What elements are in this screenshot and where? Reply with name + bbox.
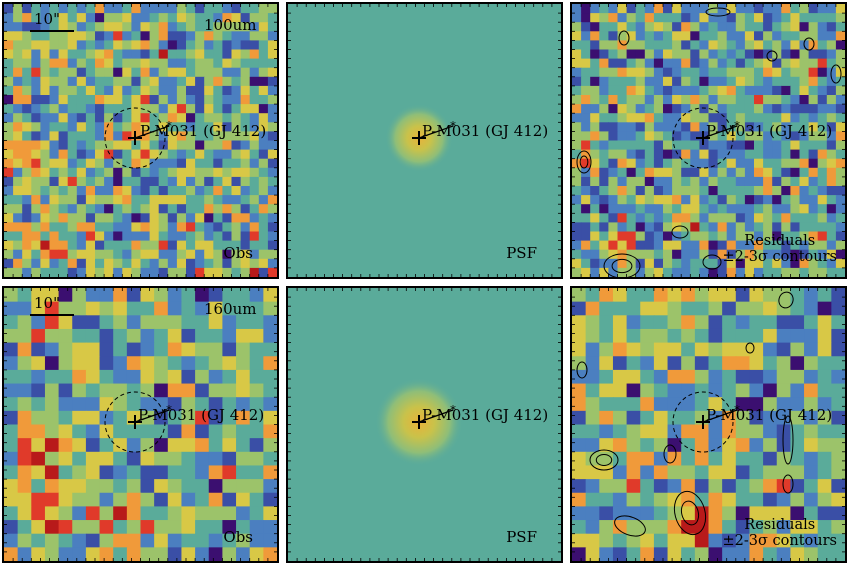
obs-map-100um: * [4, 4, 277, 277]
source-marker: * [104, 391, 172, 453]
psf-panel-160um: * P-M031 (GJ 412) PSF [286, 286, 563, 563]
psf-map-100um: * [288, 4, 561, 277]
obs-panel-100um: * 10" 100um P-M031 (GJ 412) Obs [2, 2, 279, 279]
source-label: P-M031 (GJ 412) [706, 406, 833, 424]
asterisk-icon: * [450, 403, 456, 417]
band-label: 100um [204, 16, 257, 34]
source-marker: * [412, 119, 456, 145]
axis-ticks [288, 288, 561, 561]
scale-bar-label: 10" [34, 10, 60, 28]
source-marker: * [104, 107, 172, 169]
proper-motion-vector [702, 409, 738, 423]
residual-panel-100um: * P-M031 (GJ 412) Residuals ±2-3σ contou… [570, 2, 847, 279]
pixel-grid [572, 288, 845, 561]
aperture-circle [672, 107, 734, 169]
residual-label-line2: ±2-3σ contours [722, 249, 837, 265]
asterisk-icon: * [166, 119, 172, 133]
psf-panel-100um: * P-M031 (GJ 412) PSF [286, 2, 563, 279]
residual-label-line2: ±2-3σ contours [722, 533, 837, 549]
axis-ticks [4, 288, 277, 561]
axis-ticks [572, 4, 845, 277]
source-marker: * [412, 403, 456, 429]
residual-map-100um: * [572, 4, 845, 277]
aperture-circle [104, 107, 166, 169]
source-marker: * [672, 107, 740, 169]
proper-motion-vector [418, 125, 454, 139]
aperture-circle [672, 391, 734, 453]
source-label: P-M031 (GJ 412) [422, 122, 549, 140]
panel-label-obs: Obs [223, 528, 253, 546]
residual-label-line1: Residuals [744, 233, 816, 249]
source-marker: * [672, 391, 740, 453]
pixel-grid [4, 4, 277, 277]
pixel-grid [572, 4, 845, 277]
band-label: 160um [204, 300, 257, 318]
residual-contours [576, 291, 794, 537]
psf-map-160um: * [288, 288, 561, 561]
proper-motion-vector [134, 409, 170, 423]
residual-map-160um: * [572, 288, 845, 561]
residual-label: Residuals ±2-3σ contours [723, 517, 837, 549]
obs-map-160um: * [4, 288, 277, 561]
asterisk-icon: * [734, 403, 740, 417]
proper-motion-vector [418, 409, 454, 423]
panel-label-obs: Obs [223, 244, 253, 262]
proper-motion-vector [702, 125, 738, 139]
asterisk-icon: * [450, 119, 456, 133]
obs-panel-160um: * 10" 160um P-M031 (GJ 412) Obs [2, 286, 279, 563]
source-label: P-M031 (GJ 412) [138, 406, 265, 424]
residual-panel-160um: * P-M031 (GJ 412) Residuals ±2-3σ contou… [570, 286, 847, 563]
asterisk-icon: * [734, 119, 740, 133]
residual-label-line1: Residuals [744, 517, 816, 533]
residual-label: Residuals ±2-3σ contours [723, 233, 837, 265]
source-label: P-M031 (GJ 412) [140, 122, 267, 140]
asterisk-icon: * [166, 403, 172, 417]
aperture-circle [104, 391, 166, 453]
source-label: P-M031 (GJ 412) [706, 122, 833, 140]
residual-contours [576, 7, 842, 277]
axis-ticks [572, 288, 845, 561]
axis-ticks [288, 4, 561, 277]
pixel-grid [4, 288, 277, 561]
scale-bar-label: 10" [34, 294, 60, 312]
proper-motion-vector [134, 125, 170, 139]
source-label: P-M031 (GJ 412) [422, 406, 549, 424]
panel-label-psf: PSF [506, 528, 537, 546]
panel-label-psf: PSF [506, 244, 537, 262]
axis-ticks [4, 4, 277, 277]
